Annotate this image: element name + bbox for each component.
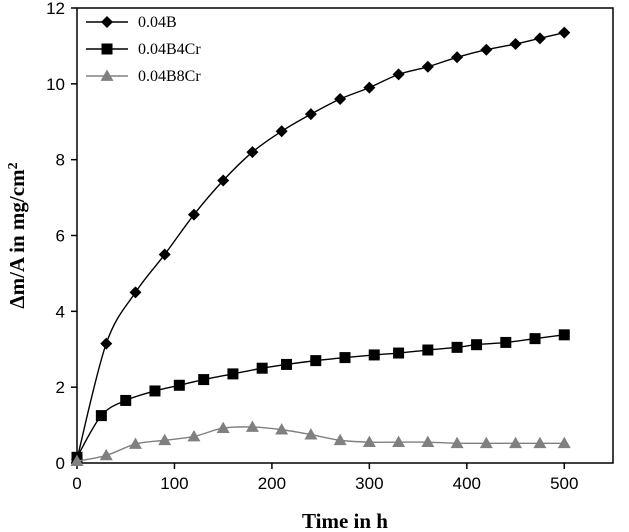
- series-2-point: [471, 339, 483, 351]
- series-2-point: [393, 347, 405, 359]
- legend-label: 0.04B4Cr: [138, 41, 201, 58]
- series-1-point: [129, 286, 142, 299]
- series-3-point: [450, 436, 464, 449]
- series-3-point: [158, 433, 172, 446]
- x-tick-label: 300: [355, 474, 383, 493]
- series-3-point: [362, 435, 376, 448]
- series-1-point: [421, 60, 434, 73]
- y-tick-label: 2: [56, 378, 65, 397]
- series-1-point: [533, 32, 546, 45]
- series-1-point: [100, 337, 113, 350]
- legend-swatch-marker: [101, 43, 113, 55]
- x-axis-title: Time in h: [302, 509, 388, 532]
- series-2-point: [281, 358, 293, 370]
- series-1-point: [451, 51, 464, 64]
- x-tick-label: 400: [453, 474, 481, 493]
- series-2-point: [529, 333, 541, 345]
- series-2-point: [500, 336, 512, 348]
- series-3-point: [421, 435, 435, 448]
- series-3: [70, 420, 571, 466]
- series-2-point: [95, 410, 107, 422]
- legend-item-3: 0.04B8Cr: [86, 68, 201, 85]
- series-2-point: [368, 349, 380, 361]
- legend-swatch-marker: [100, 69, 114, 81]
- series-1-point: [509, 38, 522, 51]
- axis-ticks: 0 2 4 6 8 10 12 0 100 200 300 400 500: [46, 0, 578, 493]
- series-3-point: [557, 436, 571, 449]
- series-3-point: [245, 420, 259, 432]
- series-1-point: [217, 174, 230, 187]
- y-tick-label: 0: [56, 454, 65, 473]
- series-3-point: [70, 454, 84, 466]
- y-axis-title: Δm/A in mg/cm2: [5, 162, 29, 308]
- series-1-point: [187, 208, 200, 221]
- series-1-point: [334, 93, 347, 105]
- y-tick-label: 12: [46, 0, 65, 18]
- series-3-point: [333, 433, 347, 446]
- series-2-point: [339, 352, 351, 364]
- series-2-point: [198, 374, 210, 386]
- series-3-point: [392, 435, 406, 448]
- series-3-point: [533, 436, 547, 449]
- legend: 0.04B 0.04B4Cr 0.04B8Cr: [86, 14, 201, 85]
- series-2-point: [310, 355, 322, 367]
- series-2-point: [149, 385, 161, 397]
- series-2-point: [227, 368, 239, 380]
- series-3-point: [275, 423, 289, 435]
- series-2-point: [256, 362, 268, 374]
- series-1-point: [558, 26, 571, 39]
- series-2: [71, 329, 570, 463]
- series-1-point: [480, 43, 493, 56]
- series-3-point: [99, 448, 113, 461]
- series-3-point: [509, 436, 523, 449]
- x-tick-label: 0: [72, 474, 81, 493]
- x-tick-label: 100: [160, 474, 188, 493]
- series-2-point: [422, 344, 434, 356]
- series-layer: [70, 26, 571, 466]
- series-1-point: [304, 108, 317, 121]
- y-tick-label: 8: [56, 151, 65, 170]
- series-2-point: [558, 329, 570, 341]
- legend-swatch-marker: [101, 16, 113, 28]
- legend-label: 0.04B: [138, 14, 177, 31]
- series-3-point: [128, 437, 142, 449]
- series-1-point: [392, 68, 405, 81]
- legend-item-2: 0.04B4Cr: [86, 41, 201, 58]
- series-1-point: [363, 81, 376, 94]
- series-2-point: [120, 394, 132, 406]
- series-2-point: [451, 341, 463, 353]
- y-tick-label: 4: [56, 302, 65, 321]
- series-1-point: [246, 146, 259, 159]
- legend-item-1: 0.04B: [86, 14, 177, 31]
- y-tick-label: 6: [56, 227, 65, 246]
- series-1-point: [158, 248, 171, 261]
- x-tick-label: 500: [550, 474, 578, 493]
- series-1-point: [275, 125, 288, 138]
- y-axis-title-main: Δm/A in mg/cm: [5, 169, 29, 309]
- y-tick-label: 10: [46, 75, 65, 94]
- legend-label: 0.04B8Cr: [138, 68, 201, 85]
- series-3-point: [304, 428, 318, 440]
- series-3-point: [187, 429, 201, 442]
- series-3-point: [216, 421, 230, 433]
- series-3-point: [479, 436, 493, 449]
- series-2-point: [173, 379, 185, 391]
- y-axis-title-superscript: 2: [6, 162, 21, 169]
- x-tick-label: 200: [258, 474, 286, 493]
